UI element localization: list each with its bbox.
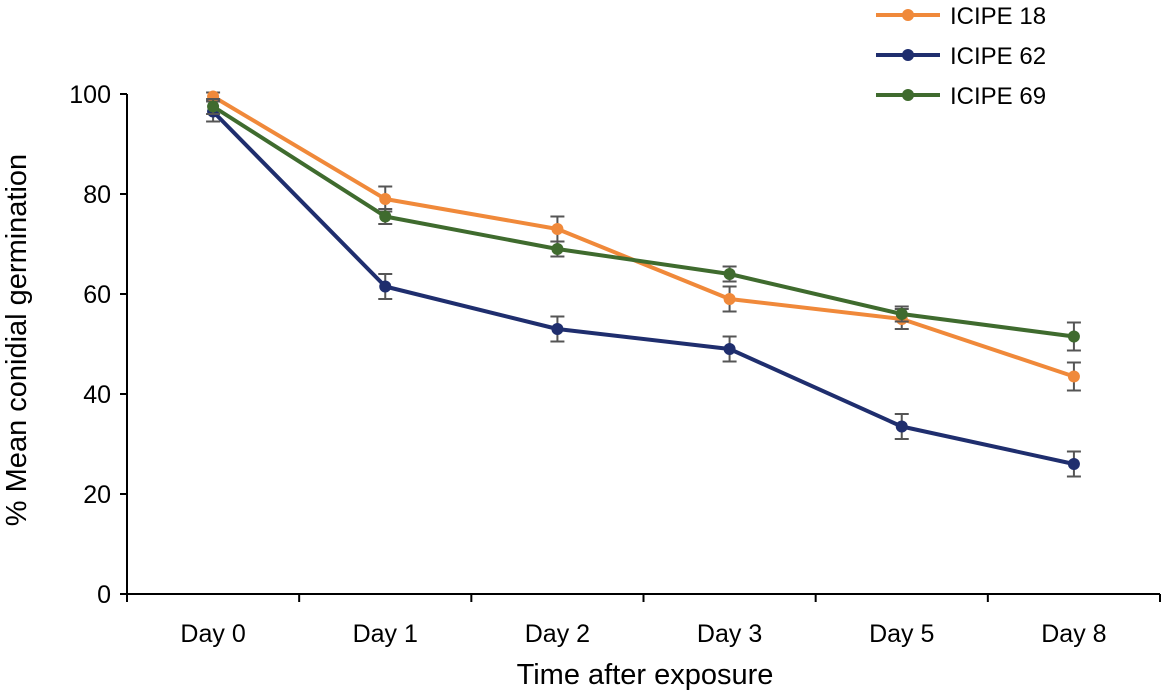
legend-marker bbox=[902, 9, 914, 21]
legend: ICIPE 18 ICIPE 62 ICIPE 69 bbox=[876, 3, 1046, 110]
data-point bbox=[895, 420, 908, 433]
series-line bbox=[211, 110, 1075, 466]
series-line bbox=[212, 104, 1075, 339]
y-tick-label: 80 bbox=[83, 181, 111, 209]
series-layer bbox=[206, 90, 1081, 478]
data-point bbox=[1067, 458, 1080, 470]
data-point bbox=[723, 268, 736, 280]
data-point bbox=[895, 308, 908, 320]
axes: 0 20 40 60 80 100 Day 0 Day 1 Day 2 Day 3 Day 5 Day… bbox=[69, 81, 1161, 648]
data-point bbox=[207, 100, 220, 113]
x-tick-label: Day 8 bbox=[1041, 620, 1106, 648]
data-point bbox=[379, 280, 392, 293]
data-point bbox=[1067, 370, 1080, 383]
data-point bbox=[379, 210, 392, 223]
x-tick-label: Day 3 bbox=[697, 620, 762, 648]
data-point bbox=[551, 223, 564, 235]
data-point bbox=[723, 293, 736, 305]
y-tick-label: 0 bbox=[97, 581, 111, 609]
y-tick-label: 100 bbox=[69, 81, 111, 109]
y-tick-label: 20 bbox=[83, 481, 111, 509]
series-icipe-62 bbox=[206, 100, 1081, 478]
x-axis-title: Time after exposure bbox=[517, 659, 774, 691]
legend-label: ICIPE 18 bbox=[950, 3, 1046, 30]
x-tick-label: Day 1 bbox=[353, 620, 418, 648]
y-axis-title: % Mean conidial germination bbox=[1, 154, 33, 526]
y-tick-label: 60 bbox=[83, 281, 111, 309]
x-tick-label: Day 2 bbox=[525, 620, 590, 648]
legend-marker bbox=[902, 49, 914, 61]
x-tick-label: Day 5 bbox=[869, 620, 934, 648]
data-point bbox=[1067, 330, 1080, 343]
data-point bbox=[379, 193, 392, 205]
legend-label: ICIPE 69 bbox=[950, 83, 1046, 110]
series-icipe-69 bbox=[206, 98, 1081, 352]
legend-marker bbox=[902, 89, 914, 101]
series-line bbox=[212, 94, 1075, 379]
x-tick-label: Day 0 bbox=[180, 620, 245, 648]
y-tick-label: 40 bbox=[83, 381, 111, 409]
data-point bbox=[551, 323, 564, 335]
data-point bbox=[723, 343, 736, 355]
data-point bbox=[551, 243, 564, 255]
legend-label: ICIPE 62 bbox=[950, 43, 1046, 70]
